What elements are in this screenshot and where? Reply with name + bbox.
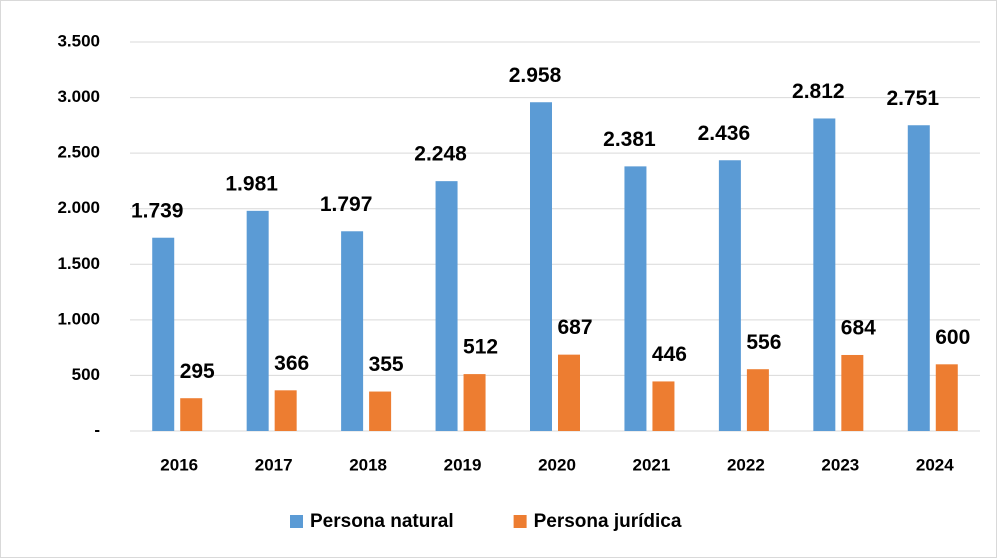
x-tick-label: 2024 (916, 455, 954, 474)
data-label: 556 (746, 331, 781, 354)
bar (907, 125, 930, 431)
bar (341, 231, 364, 431)
bar (530, 102, 552, 431)
data-label: 366 (274, 352, 309, 375)
bar (746, 369, 769, 431)
data-label: 600 (935, 326, 970, 349)
bar (180, 398, 203, 431)
x-tick-label: 2016 (160, 455, 198, 474)
data-label: 1.739 (131, 199, 184, 222)
legend-swatch (290, 515, 303, 528)
y-tick-label: 1.000 (57, 309, 100, 328)
bar (274, 390, 297, 431)
bar (558, 354, 580, 431)
legend-label: Persona natural (310, 511, 454, 532)
y-tick-label: 3.000 (57, 87, 100, 106)
x-tick-label: 2020 (538, 455, 576, 474)
data-label: 684 (841, 317, 876, 340)
bar (463, 374, 486, 431)
data-label: 295 (180, 360, 215, 383)
data-label: 355 (369, 353, 404, 376)
bar (246, 210, 269, 431)
y-tick-label: 2.500 (57, 143, 100, 162)
x-tick-label: 2021 (633, 455, 671, 474)
y-tick-label: 2.000 (57, 198, 100, 217)
y-tick-label: 3.500 (57, 31, 100, 50)
x-tick-label: 2023 (821, 455, 859, 474)
data-label: 2.751 (886, 87, 939, 110)
bar (813, 118, 836, 432)
data-label: 2.381 (603, 128, 656, 151)
bar (624, 166, 647, 432)
x-tick-label: 2019 (444, 455, 482, 474)
x-tick-label: 2017 (255, 455, 293, 474)
bar (718, 160, 741, 432)
x-tick-label: 2018 (349, 455, 387, 474)
data-label: 2.812 (792, 80, 845, 103)
data-label: 512 (463, 336, 498, 359)
bar (369, 391, 392, 431)
data-label: 2.436 (698, 122, 751, 145)
legend-swatch (513, 515, 527, 528)
y-tick-label: 1.500 (57, 254, 100, 273)
data-label: 1.797 (320, 193, 373, 216)
x-tick-label: 2022 (727, 455, 765, 474)
bar (435, 181, 458, 431)
y-tick-label: - (94, 420, 100, 439)
bar (935, 364, 958, 431)
bar (152, 237, 175, 431)
data-label: 687 (557, 316, 592, 339)
data-label: 2.248 (414, 143, 467, 166)
data-label: 2.958 (509, 64, 562, 87)
y-tick-label: 500 (72, 365, 100, 384)
data-label: 1.981 (225, 172, 278, 195)
legend-label: Persona jurídica (534, 511, 682, 532)
bar (652, 381, 675, 431)
data-label: 446 (652, 343, 687, 366)
bar (841, 354, 864, 431)
